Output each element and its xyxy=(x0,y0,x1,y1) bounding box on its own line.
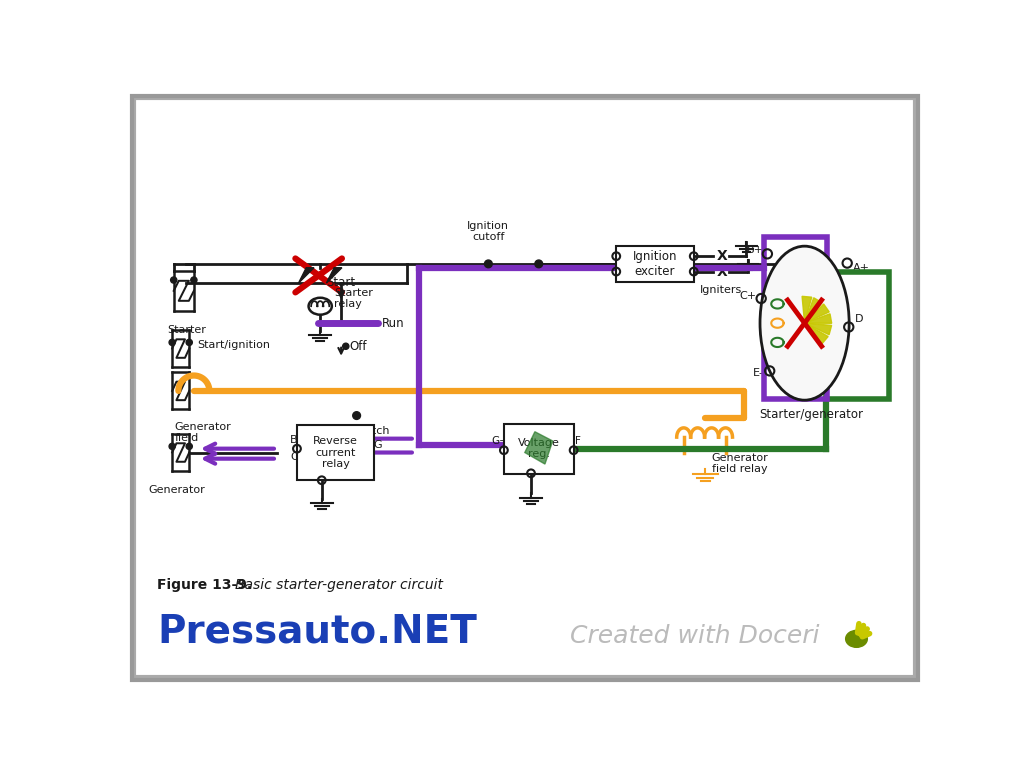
Text: Generator
field relay: Generator field relay xyxy=(712,452,768,474)
Text: Generator: Generator xyxy=(148,485,205,495)
Circle shape xyxy=(169,339,175,346)
Text: Run: Run xyxy=(381,316,404,329)
Bar xyxy=(297,425,375,480)
Bar xyxy=(825,272,889,399)
Text: A+: A+ xyxy=(853,263,869,273)
Circle shape xyxy=(343,343,349,349)
Text: B: B xyxy=(290,435,298,445)
Bar xyxy=(616,247,693,282)
Text: Figure 13-9.: Figure 13-9. xyxy=(158,578,253,592)
Text: Starter: Starter xyxy=(168,326,207,336)
Bar xyxy=(764,237,827,399)
Text: Pressauto.NET: Pressauto.NET xyxy=(158,612,477,650)
Text: C: C xyxy=(290,452,298,462)
Text: D: D xyxy=(855,314,863,324)
Text: F: F xyxy=(574,436,581,446)
Text: Created with Doceri: Created with Doceri xyxy=(569,624,819,647)
Polygon shape xyxy=(805,323,828,344)
Text: Basic starter-generator circuit: Basic starter-generator circuit xyxy=(234,578,443,592)
Circle shape xyxy=(352,412,360,419)
Polygon shape xyxy=(802,296,812,323)
Polygon shape xyxy=(524,432,553,464)
Circle shape xyxy=(169,443,175,449)
Circle shape xyxy=(190,277,197,283)
Text: Ignition
exciter: Ignition exciter xyxy=(633,250,677,278)
Text: Starter/generator: Starter/generator xyxy=(759,408,863,421)
Bar xyxy=(504,424,573,474)
Polygon shape xyxy=(805,323,831,335)
Circle shape xyxy=(484,260,493,268)
Text: Start/ignition: Start/ignition xyxy=(198,339,270,349)
Circle shape xyxy=(171,277,177,283)
Text: G+: G+ xyxy=(492,436,508,446)
Text: B+: B+ xyxy=(748,245,764,255)
Text: Voltage
reg.: Voltage reg. xyxy=(518,438,560,459)
Polygon shape xyxy=(805,298,822,323)
Polygon shape xyxy=(805,304,829,323)
Text: X: X xyxy=(717,264,728,279)
Text: Igniters: Igniters xyxy=(699,286,742,296)
Ellipse shape xyxy=(760,247,849,400)
Text: C+: C+ xyxy=(739,291,757,301)
Text: Off: Off xyxy=(349,339,367,353)
Ellipse shape xyxy=(846,631,867,647)
Text: Ignition
cutoff: Ignition cutoff xyxy=(467,220,509,243)
Text: Start switch: Start switch xyxy=(324,425,390,435)
Polygon shape xyxy=(327,268,342,283)
Circle shape xyxy=(186,443,193,449)
Text: X: X xyxy=(717,249,728,263)
Polygon shape xyxy=(805,314,831,323)
Circle shape xyxy=(535,260,543,268)
Text: Generator
field: Generator field xyxy=(174,422,231,443)
Text: E-: E- xyxy=(754,368,764,378)
Circle shape xyxy=(186,339,193,346)
Text: G: G xyxy=(373,440,382,450)
Text: Starter
relay: Starter relay xyxy=(334,288,373,310)
Text: Reverse
current
relay: Reverse current relay xyxy=(313,436,358,469)
Polygon shape xyxy=(299,268,314,283)
Text: Start: Start xyxy=(327,276,355,290)
